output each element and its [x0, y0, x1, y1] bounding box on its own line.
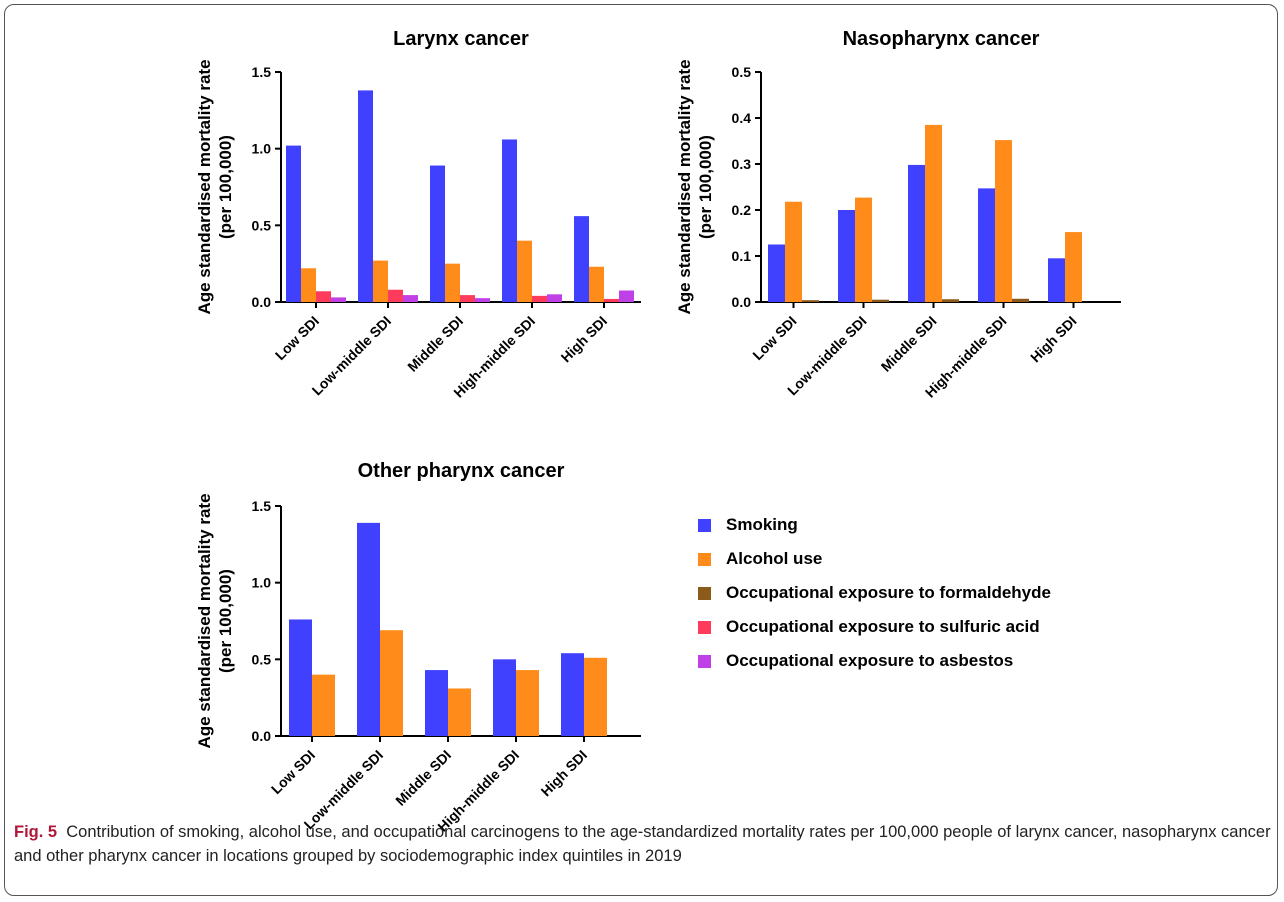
legend-swatch-sulfuric-acid	[698, 620, 711, 634]
legend-item-sulfuric-acid: Occupational exposure to sulfuric acid	[698, 610, 1051, 644]
other-pharynx-cancer-y-tick-label: 1.0	[252, 575, 272, 591]
nasopharynx-cancer-bar-occupational-exposure-to-formaldehyde-high-middle-sdi	[1012, 298, 1029, 302]
other-pharynx-cancer-y-tick-label: 1.5	[252, 498, 272, 514]
nasopharynx-cancer-bar-smoking-low-middle-sdi	[838, 210, 855, 302]
nasopharynx-cancer-x-tick-label: Middle SDI	[878, 313, 940, 375]
other-pharynx-cancer-bar-alcohol-use-middle-sdi	[448, 688, 471, 736]
other-pharynx-cancer-bar-alcohol-use-low-sdi	[312, 674, 335, 736]
legend-label: Occupational exposure to asbestos	[726, 651, 1014, 670]
legend-swatch-asbestos	[698, 654, 711, 668]
larynx-cancer-bar-occupational-exposure-to-asbestos-high-middle-sdi	[547, 294, 562, 302]
nasopharynx-cancer-bar-smoking-middle-sdi	[908, 164, 925, 302]
nasopharynx-cancer-ylabel-line-1: Age standardised mortality rate	[675, 59, 694, 314]
nasopharynx-cancer-bar-alcohol-use-high-middle-sdi	[995, 140, 1012, 302]
larynx-cancer-bar-smoking-low-middle-sdi	[358, 90, 373, 303]
legend-label: Occupational exposure to formaldehyde	[726, 583, 1051, 602]
other-pharynx-cancer-y-tick-label: 0.0	[252, 728, 272, 744]
larynx-cancer-ylabel-line-1: Age standardised mortality rate	[195, 59, 214, 314]
legend-swatch-formaldehyde	[698, 586, 711, 600]
other-pharynx-cancer-x-tick-label: Middle SDI	[392, 747, 454, 809]
nasopharynx-cancer-y-tick-label: 0.1	[732, 248, 752, 264]
other-pharynx-cancer-ylabel-line-2: (per 100,000)	[216, 569, 235, 673]
larynx-cancer-bar-occupational-exposure-to-asbestos-high-sdi	[619, 290, 634, 302]
other-pharynx-cancer-ylabel-line-1: Age standardised mortality rate	[195, 493, 214, 748]
larynx-cancer-bar-occupational-exposure-to-sulfuric-acid-middle-sdi	[460, 295, 475, 302]
nasopharynx-cancer-title: Nasopharynx cancer	[843, 28, 1040, 50]
other-pharynx-cancer-x-tick-label: High SDI	[538, 747, 591, 800]
larynx-cancer-bar-smoking-high-sdi	[574, 216, 589, 302]
larynx-cancer-bar-occupational-exposure-to-asbestos-low-sdi	[331, 297, 346, 302]
larynx-cancer-x-tick-label: Middle SDI	[404, 313, 466, 375]
larynx-cancer-bar-alcohol-use-low-sdi	[301, 268, 316, 302]
other-pharynx-cancer-bar-smoking-low-sdi	[289, 619, 312, 736]
other-pharynx-cancer-bar-smoking-middle-sdi	[425, 670, 448, 736]
nasopharynx-cancer-y-tick-label: 0.5	[732, 64, 752, 80]
nasopharynx-cancer-ylabel-line-2: (per 100,000)	[696, 135, 715, 239]
nasopharynx-cancer-bar-smoking-low-sdi	[768, 244, 785, 302]
other-pharynx-cancer-bar-alcohol-use-low-middle-sdi	[380, 630, 403, 736]
legend-item-asbestos: Occupational exposure to asbestos	[698, 644, 1051, 678]
nasopharynx-cancer-bar-alcohol-use-low-sdi	[785, 201, 802, 302]
caption-label: Fig. 5	[14, 823, 58, 841]
nasopharynx-cancer-bar-occupational-exposure-to-formaldehyde-low-middle-sdi	[872, 299, 889, 302]
larynx-cancer-bar-alcohol-use-middle-sdi	[445, 263, 460, 302]
other-pharynx-cancer-bar-smoking-low-middle-sdi	[357, 522, 380, 736]
other-pharynx-cancer-x-tick-label: Low SDI	[268, 747, 318, 797]
legend-label: Smoking	[726, 515, 798, 534]
other-pharynx-cancer-y-tick-label: 0.5	[252, 651, 272, 667]
larynx-cancer-x-tick-label: Low SDI	[272, 313, 322, 363]
other-pharynx-cancer-bar-alcohol-use-high-sdi	[584, 657, 607, 736]
larynx-cancer-y-tick-label: 0.5	[252, 217, 272, 233]
legend-label: Alcohol use	[726, 549, 823, 568]
figure-frame	[4, 4, 1278, 896]
nasopharynx-cancer-y-tick-label: 0.4	[732, 110, 752, 126]
nasopharynx-cancer-bar-alcohol-use-low-middle-sdi	[855, 197, 872, 302]
larynx-cancer-bar-smoking-middle-sdi	[430, 165, 445, 302]
nasopharynx-cancer-x-tick-label: High SDI	[1027, 313, 1080, 366]
nasopharynx-cancer-bar-occupational-exposure-to-formaldehyde-middle-sdi	[942, 299, 959, 302]
other-pharynx-cancer-title: Other pharynx cancer	[358, 460, 565, 482]
legend-swatch-alcohol-use	[698, 552, 711, 566]
larynx-cancer-bar-occupational-exposure-to-sulfuric-acid-high-sdi	[604, 298, 619, 302]
larynx-cancer-bar-occupational-exposure-to-sulfuric-acid-high-middle-sdi	[532, 295, 547, 302]
larynx-cancer-bar-smoking-low-sdi	[286, 145, 301, 302]
larynx-cancer-bar-alcohol-use-low-middle-sdi	[373, 260, 388, 302]
nasopharynx-cancer-y-tick-label: 0.0	[732, 294, 752, 310]
nasopharynx-cancer-bar-smoking-high-sdi	[1048, 258, 1065, 302]
other-pharynx-cancer-bar-alcohol-use-high-middle-sdi	[516, 670, 539, 736]
larynx-cancer-title: Larynx cancer	[393, 28, 529, 50]
legend-item-formaldehyde: Occupational exposure to formaldehyde	[698, 576, 1051, 610]
legend: Smoking Alcohol use Occupational exposur…	[698, 508, 1051, 678]
caption-text: Contribution of smoking, alcohol use, an…	[14, 823, 1271, 865]
nasopharynx-cancer-y-tick-label: 0.2	[732, 202, 752, 218]
nasopharynx-cancer-bar-smoking-high-middle-sdi	[978, 188, 995, 302]
larynx-cancer-bar-occupational-exposure-to-sulfuric-acid-low-sdi	[316, 291, 331, 302]
larynx-cancer-y-tick-label: 0.0	[252, 294, 272, 310]
larynx-cancer-bar-alcohol-use-high-sdi	[589, 266, 604, 302]
other-pharynx-cancer-bar-smoking-high-middle-sdi	[493, 659, 516, 736]
nasopharynx-cancer-x-tick-label: Low SDI	[749, 313, 799, 363]
larynx-cancer-bar-smoking-high-middle-sdi	[502, 139, 517, 302]
figure-caption: Fig. 5 Contribution of smoking, alcohol …	[14, 820, 1274, 868]
legend-swatch-smoking	[698, 518, 711, 532]
larynx-cancer-x-tick-label: High SDI	[558, 313, 611, 366]
larynx-cancer-y-tick-label: 1.5	[252, 64, 272, 80]
larynx-cancer-bar-occupational-exposure-to-sulfuric-acid-low-middle-sdi	[388, 289, 403, 302]
legend-item-alcohol-use: Alcohol use	[698, 542, 1051, 576]
larynx-cancer-y-tick-label: 1.0	[252, 141, 272, 157]
larynx-cancer-bar-occupational-exposure-to-asbestos-low-middle-sdi	[403, 295, 418, 302]
larynx-cancer-ylabel-line-2: (per 100,000)	[216, 135, 235, 239]
larynx-cancer-x-tick-label: Low-middle SDI	[309, 313, 395, 399]
larynx-cancer-bar-alcohol-use-high-middle-sdi	[517, 240, 532, 302]
nasopharynx-cancer-bar-alcohol-use-middle-sdi	[925, 124, 942, 303]
legend-item-smoking: Smoking	[698, 508, 1051, 542]
legend-label: Occupational exposure to sulfuric acid	[726, 617, 1040, 636]
nasopharynx-cancer-y-tick-label: 0.3	[732, 156, 752, 172]
larynx-cancer-bar-occupational-exposure-to-asbestos-middle-sdi	[475, 298, 490, 302]
other-pharynx-cancer-bar-smoking-high-sdi	[561, 653, 584, 736]
nasopharynx-cancer-bar-occupational-exposure-to-formaldehyde-low-sdi	[802, 300, 819, 302]
nasopharynx-cancer-bar-alcohol-use-high-sdi	[1065, 232, 1082, 302]
